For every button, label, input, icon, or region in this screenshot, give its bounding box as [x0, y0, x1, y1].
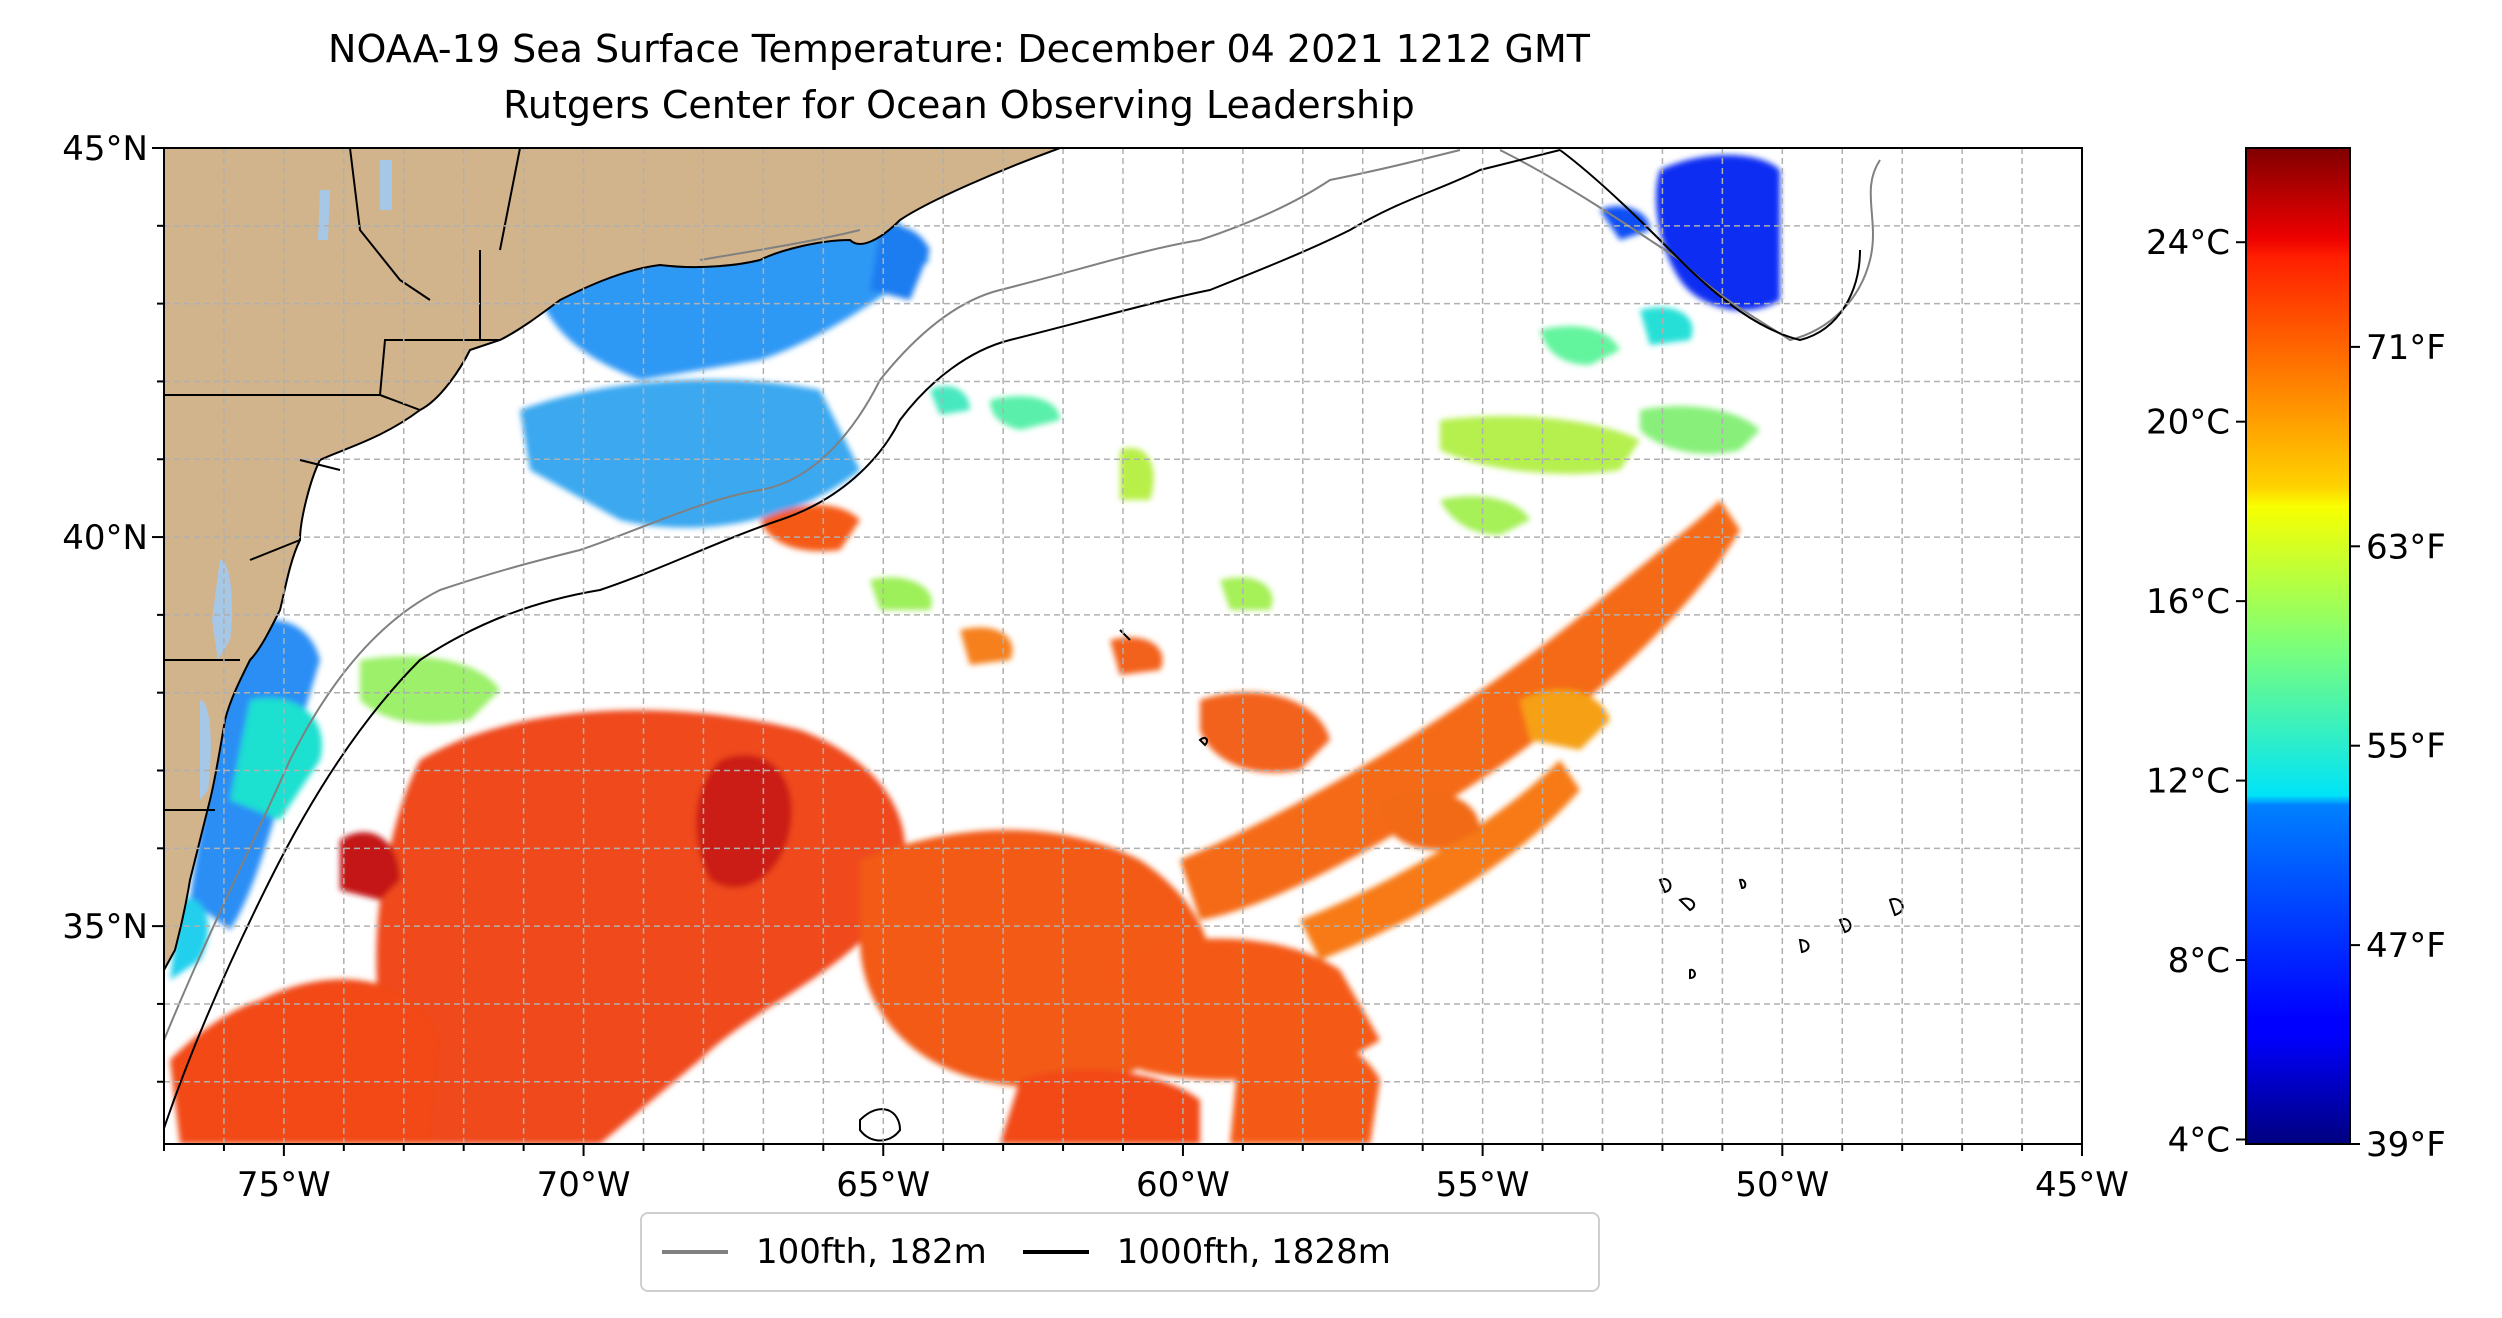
- map-title: NOAA-19 Sea Surface Temperature: Decembe…: [328, 27, 1590, 71]
- celsius-tick-label: 12°C: [2146, 762, 2230, 802]
- colorbar-axes: 4°C 8°C 12°C 16°C 20°C 24°C 39°F 47°F 55°F 63°F 71…: [2146, 223, 2446, 1165]
- legend-item-100fth: 100fth, 182m: [662, 1232, 987, 1272]
- lon-tick-label: 55°W: [1436, 1165, 1530, 1205]
- map-content: [164, 148, 2082, 1144]
- legend-label-1000fth: 1000fth, 1828m: [1116, 1232, 1391, 1272]
- lon-tick-label: 45°W: [2035, 1165, 2129, 1205]
- legend: 100fth, 182m 1000fth, 1828m: [640, 1212, 1600, 1292]
- legend-item-1000fth: 1000fth, 1828m: [1022, 1232, 1391, 1272]
- state-boundaries: [164, 148, 521, 811]
- legend-line-100fth: [662, 1250, 728, 1254]
- legend-line-1000fth: [1022, 1250, 1089, 1254]
- fahrenheit-tick-label: 47°F: [2366, 926, 2446, 966]
- inland-water: [200, 160, 392, 800]
- fahrenheit-tick-label: 39°F: [2366, 1125, 2446, 1165]
- fahrenheit-tick-label: 55°F: [2366, 727, 2446, 767]
- map-subtitle: Rutgers Center for Ocean Observing Leade…: [503, 83, 1415, 127]
- contour-1000fth: [164, 149, 1904, 1142]
- lat-tick-label: 40°N: [62, 518, 148, 558]
- lon-tick-label: 75°W: [237, 1165, 331, 1205]
- lon-tick-label: 70°W: [537, 1165, 631, 1205]
- lon-tick-label: 50°W: [1735, 1165, 1829, 1205]
- lon-tick-label: 65°W: [836, 1165, 930, 1205]
- lat-tick-label: 45°N: [62, 129, 148, 169]
- colorbar: [2245, 147, 2351, 1145]
- celsius-tick-label: 4°C: [2168, 1121, 2230, 1161]
- map-grid: [164, 148, 2082, 1144]
- celsius-tick-label: 20°C: [2146, 403, 2230, 443]
- fahrenheit-tick-label: 71°F: [2366, 328, 2446, 368]
- celsius-tick-label: 16°C: [2146, 582, 2230, 622]
- celsius-tick-label: 24°C: [2146, 223, 2230, 263]
- fahrenheit-tick-label: 63°F: [2366, 527, 2446, 567]
- lat-tick-label: 35°N: [62, 907, 148, 947]
- celsius-tick-label: 8°C: [2168, 941, 2230, 981]
- lon-tick-label: 60°W: [1136, 1165, 1230, 1205]
- map-axes: 75°W 70°W 65°W 60°W 55°W 50°W 45°W 45°N 40°N 35°N: [62, 129, 2129, 1205]
- legend-label-100fth: 100fth, 182m: [756, 1232, 987, 1272]
